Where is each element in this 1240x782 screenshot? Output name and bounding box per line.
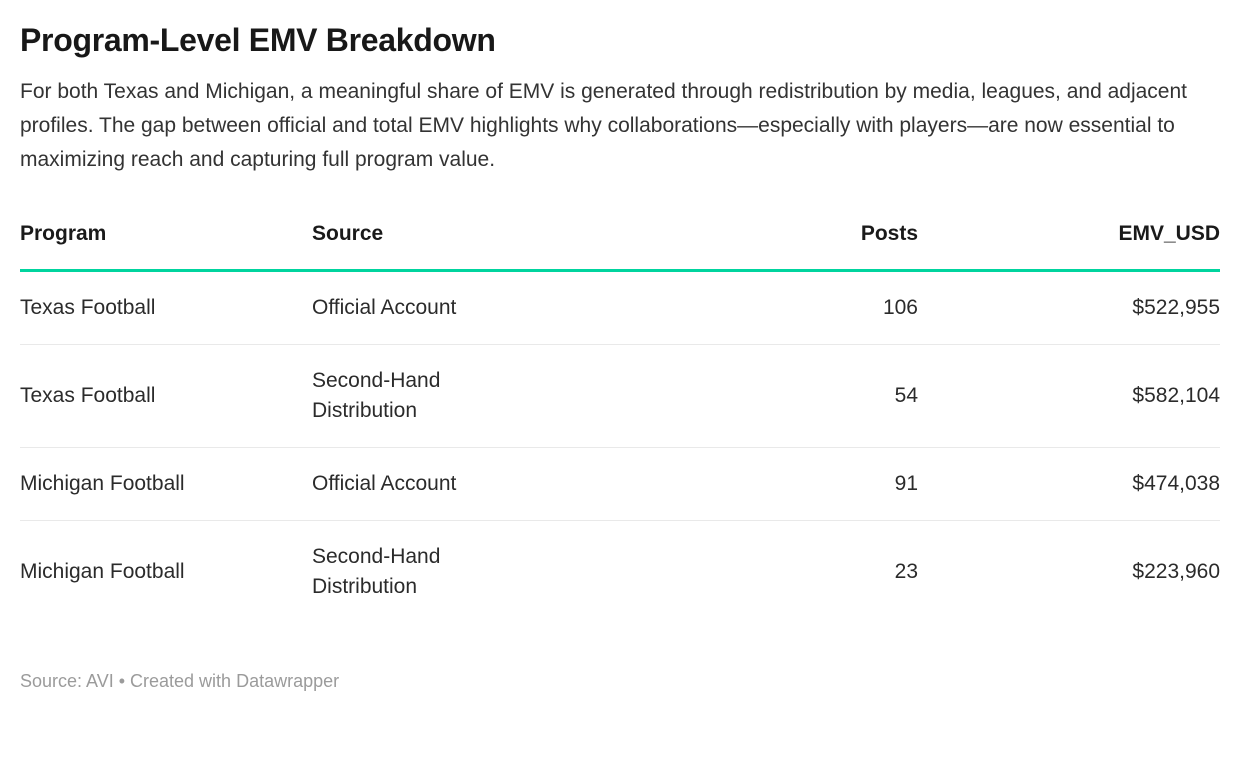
cell-posts: 106 xyxy=(522,270,918,345)
cell-posts: 54 xyxy=(522,344,918,448)
source-attribution: Source: AVI • Created with Datawrapper xyxy=(20,670,340,691)
column-header-emv-usd: EMV_USD xyxy=(918,220,1220,272)
chart-title: Program-Level EMV Breakdown xyxy=(20,22,496,58)
cell-source: Second-Hand Distribution xyxy=(312,344,522,448)
column-header-posts: Posts xyxy=(522,220,918,272)
cell-emv-usd: $582,104 xyxy=(918,344,1220,448)
table-row: Michigan Football Second-Hand Distributi… xyxy=(20,520,1220,623)
cell-program: Michigan Football xyxy=(20,559,185,583)
cell-posts: 23 xyxy=(894,559,918,583)
table-row: Texas Football Second-Hand Distribution … xyxy=(20,344,1220,448)
cell-emv-usd: $474,038 xyxy=(918,447,1220,521)
table-header-row: Program Source Posts EMV_USD xyxy=(20,220,1220,272)
chart-description: For both Texas and Michigan, a meaningfu… xyxy=(20,79,1187,171)
column-header-program: Program xyxy=(20,220,312,272)
emv-table: Program Source Posts EMV_USD Texas Footb… xyxy=(20,220,1220,623)
cell-emv-usd: $522,955 xyxy=(918,270,1220,345)
cell-source: Official Account xyxy=(312,270,522,345)
cell-program: Texas Football xyxy=(20,270,312,345)
column-header-source: Source xyxy=(312,220,522,272)
table-row: Texas Football Official Account 106 $522… xyxy=(20,270,1220,345)
table-row: Michigan Football Official Account 91 $4… xyxy=(20,447,1220,521)
cell-emv-usd: $223,960 xyxy=(1132,559,1220,583)
cell-posts: 91 xyxy=(522,447,918,521)
cell-program: Texas Football xyxy=(20,344,312,448)
cell-program: Michigan Football xyxy=(20,447,312,521)
cell-source: Official Account xyxy=(312,447,522,521)
cell-source: Second-Hand Distribution xyxy=(312,544,441,598)
